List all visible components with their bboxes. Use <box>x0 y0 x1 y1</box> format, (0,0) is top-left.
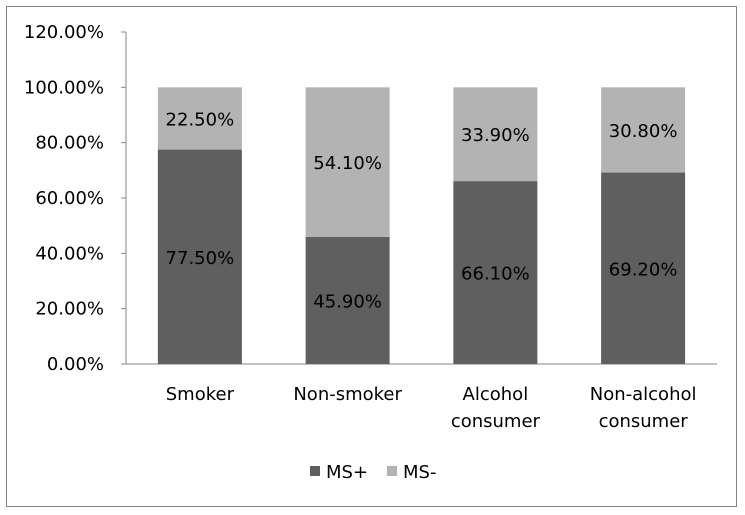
y-tick-labels: 0.00% 20.00% 40.00% 60.00% 80.00% 100.00% 120.… <box>24 22 104 375</box>
x-tick-label: Smoker <box>166 384 235 405</box>
bar-segment <box>157 87 242 150</box>
legend: MS+ MS- <box>310 462 436 483</box>
bar-segment <box>453 181 538 364</box>
data-label: 22.50% <box>166 109 235 130</box>
data-label: 30.80% <box>609 121 678 142</box>
data-label: 77.50% <box>166 248 235 269</box>
bar-segment <box>453 87 538 182</box>
bar-segment <box>305 87 390 238</box>
legend-label: MS+ <box>326 462 368 483</box>
bar-segment <box>157 149 242 364</box>
data-label: 66.10% <box>461 264 530 285</box>
data-labels: 77.50% 22.50% 45.90% 54.10% 66.10% 33.90% 69.2… <box>166 109 678 312</box>
y-tick-label: 60.00% <box>35 188 104 209</box>
legend-swatch <box>310 466 320 476</box>
x-tick-label: Non-smoker <box>293 384 402 405</box>
y-tick-label: 100.00% <box>24 77 104 98</box>
data-label: 69.20% <box>609 259 678 280</box>
bar-segment <box>601 172 686 364</box>
y-tick-label: 20.00% <box>35 299 104 320</box>
x-tick-label: Non-alcohol <box>590 384 697 405</box>
y-tick-label: 80.00% <box>35 133 104 154</box>
x-tick-labels: Smoker Non-smoker Alcohol consumer Non-alcoh… <box>166 384 697 432</box>
data-label: 33.90% <box>461 125 530 146</box>
y-tick-label: 120.00% <box>24 22 104 43</box>
y-tick-label: 40.00% <box>35 243 104 264</box>
legend-swatch <box>387 466 397 476</box>
x-tick-label: consumer <box>451 411 541 432</box>
data-label: 54.10% <box>313 153 382 174</box>
bar-segment <box>601 87 686 173</box>
legend-label: MS- <box>403 462 436 483</box>
x-tick-label: consumer <box>599 411 689 432</box>
bar-segment <box>305 237 390 364</box>
data-label: 45.90% <box>313 292 382 313</box>
bars <box>157 87 686 364</box>
x-tick-label: Alcohol <box>463 384 529 405</box>
y-tick-label: 0.00% <box>47 354 104 375</box>
